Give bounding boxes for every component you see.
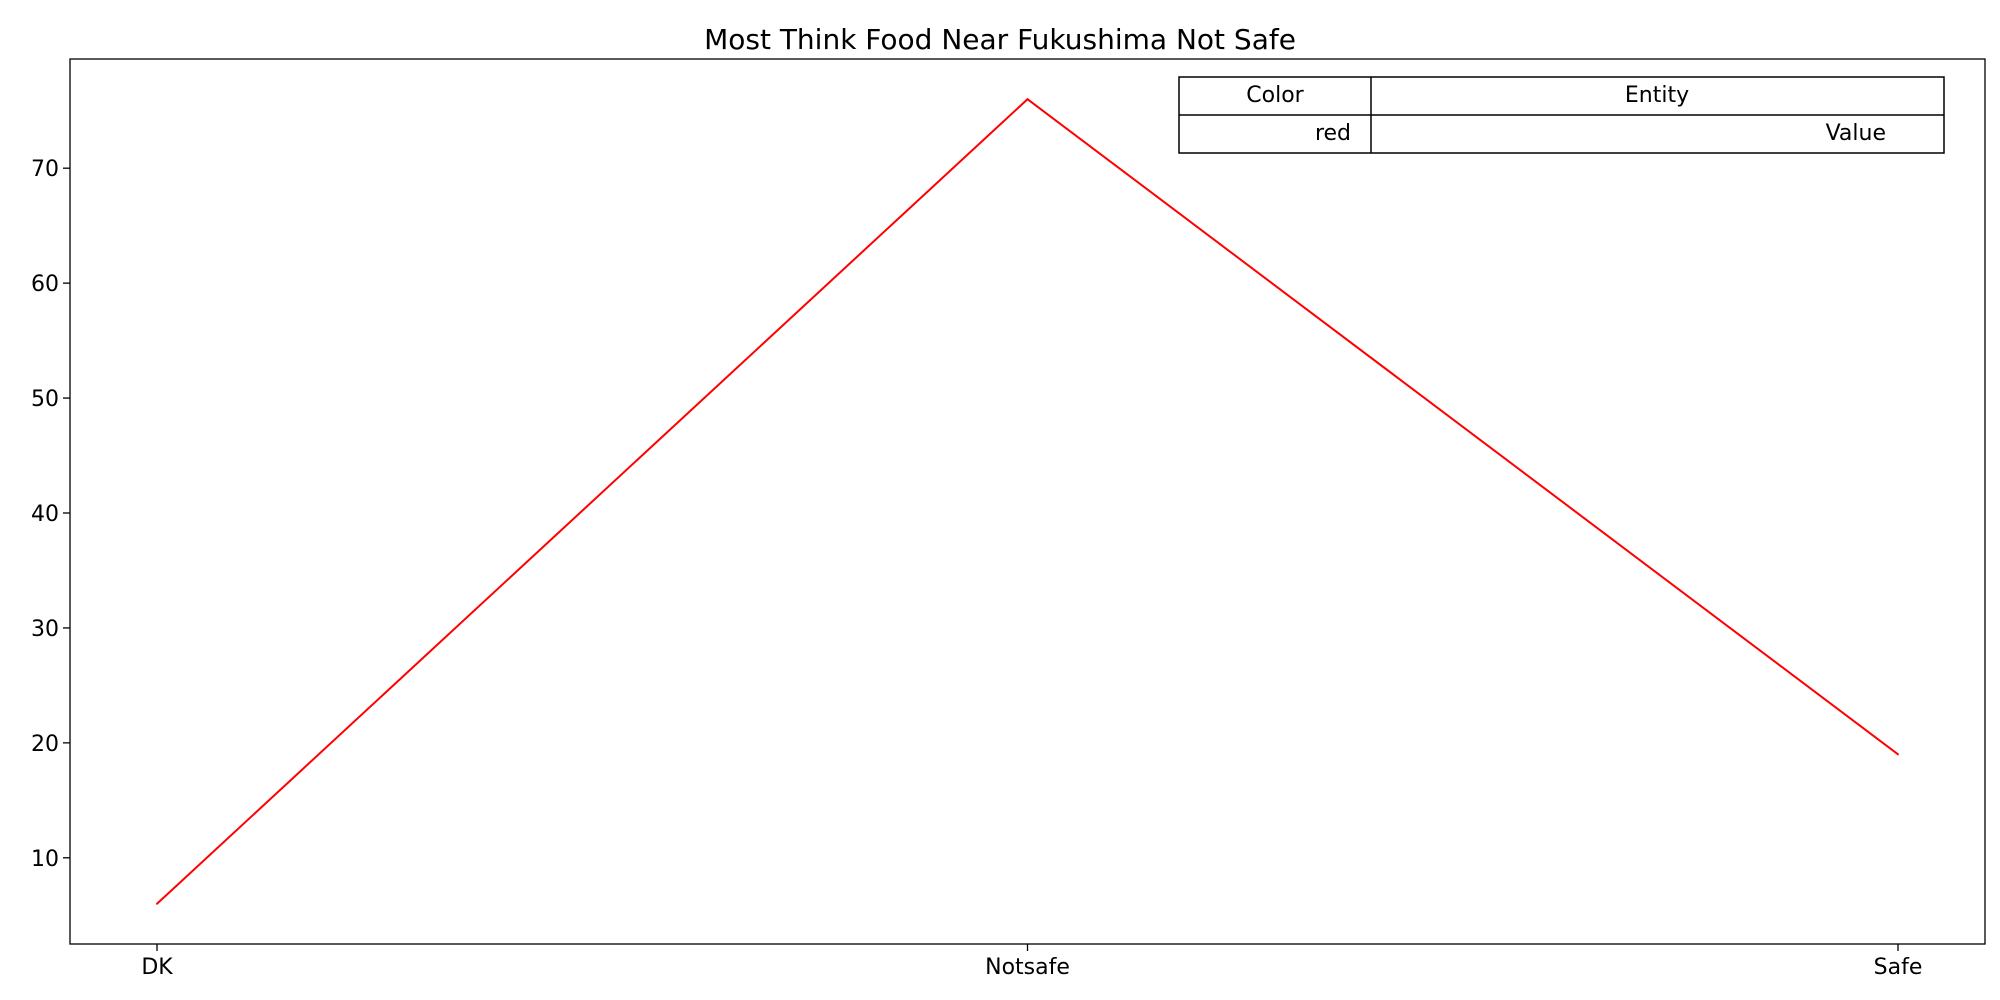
x-tick-label: DK <box>141 955 173 980</box>
y-tick-label: 60 <box>31 272 59 297</box>
x-tick-label: Safe <box>1874 955 1923 980</box>
data-point-safe <box>1897 753 1899 756</box>
y-tick-label: 50 <box>31 387 59 412</box>
plot-area-frame <box>69 58 1986 945</box>
y-tick-label: 70 <box>31 157 59 182</box>
legend-header-entity: Entity <box>1625 83 1689 108</box>
y-tick-label: 20 <box>31 732 59 757</box>
y-axis: 10 20 30 40 50 60 70 <box>31 157 70 872</box>
legend-header-color: Color <box>1246 83 1304 108</box>
x-tick-label: Notsafe <box>985 955 1070 980</box>
legend-table: Color Entity red Value <box>1178 76 1945 154</box>
y-tick-label: 40 <box>31 502 59 527</box>
data-point-dk <box>156 902 158 905</box>
legend-cell-color: red <box>1315 121 1351 146</box>
y-tick-label: 10 <box>31 847 59 872</box>
series-group <box>156 97 1899 905</box>
legend-cell-entity: Value <box>1826 121 1886 146</box>
chart-title: Most Think Food Near Fukushima Not Safe <box>704 23 1296 56</box>
data-point-notsafe <box>1026 98 1029 101</box>
x-axis: DK Notsafe Safe <box>141 944 1922 980</box>
y-tick-label: 30 <box>31 617 59 642</box>
series-line-0 <box>156 97 1899 905</box>
